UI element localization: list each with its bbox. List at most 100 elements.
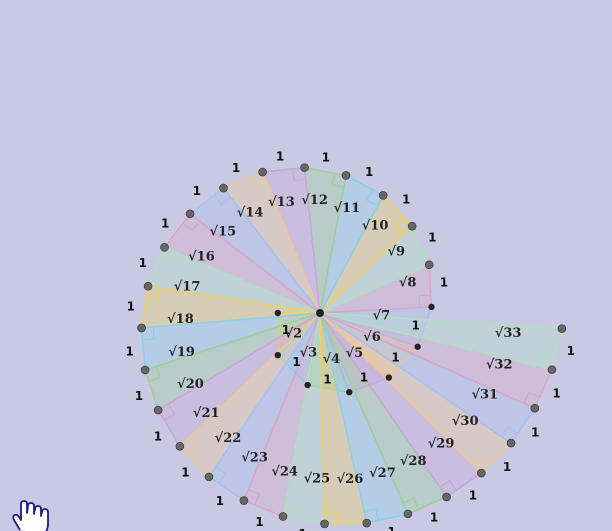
spiral-vertex[interactable] — [547, 365, 557, 374]
spiral-vertex[interactable] — [530, 403, 540, 413]
spiral-vertex[interactable] — [403, 509, 413, 519]
leg-label: 1 — [503, 460, 511, 474]
leg-label: 1 — [276, 149, 284, 163]
spiral-vertex[interactable] — [424, 260, 434, 270]
leg-label: 1 — [365, 165, 373, 179]
hypotenuse-label: √20 — [177, 377, 204, 392]
spiral-vertex[interactable] — [506, 438, 516, 448]
right-angle-mark — [523, 391, 540, 404]
spiral-vertex[interactable] — [153, 405, 163, 415]
spiral-vertex[interactable] — [185, 209, 195, 219]
spiral-vertex[interactable] — [160, 243, 169, 252]
leg-label: 1 — [388, 525, 396, 531]
right-angle-mark — [251, 176, 268, 189]
right-angle-mark — [142, 326, 156, 341]
spiral-vertex[interactable] — [175, 441, 185, 451]
leg-label: 1 — [232, 161, 240, 175]
spiral-vertex[interactable] — [385, 374, 393, 381]
right-angle-mark — [146, 287, 161, 301]
spiral-vertex[interactable] — [442, 492, 451, 502]
right-angle-mark — [412, 253, 425, 270]
hypotenuse-label: √30 — [452, 414, 479, 429]
hypotenuse-label: √28 — [400, 454, 427, 469]
right-angle-mark — [182, 220, 201, 232]
right-angle-mark — [394, 217, 405, 235]
leg-label: 1 — [193, 184, 201, 198]
spiral-vertex[interactable] — [362, 518, 372, 528]
spiral-vertex[interactable] — [341, 171, 351, 180]
spiral-vertex[interactable] — [428, 303, 435, 311]
leg-label: 1 — [411, 319, 419, 333]
spiral-vertex[interactable] — [346, 388, 353, 396]
hypotenuse-label: √21 — [193, 406, 220, 421]
spiral-vertex[interactable] — [320, 519, 329, 529]
right-angle-mark — [213, 194, 232, 206]
hypotenuse-label: √10 — [362, 219, 389, 234]
spiral-vertex[interactable] — [300, 163, 309, 172]
spiral-vertex[interactable] — [278, 512, 288, 521]
hypotenuse-label: √33 — [495, 326, 522, 341]
spiral-vertex[interactable] — [407, 221, 417, 231]
right-angle-mark — [418, 294, 431, 308]
right-angle-mark — [439, 479, 457, 491]
spiral-vertex[interactable] — [304, 381, 311, 389]
hypotenuse-label: √12 — [301, 193, 328, 208]
spiral-vertex[interactable] — [204, 472, 214, 482]
spiral-vertex[interactable] — [274, 352, 281, 359]
right-angle-mark — [472, 455, 491, 466]
right-angle-mark — [159, 251, 176, 264]
leg-label: 1 — [127, 300, 135, 314]
leg-label: 1 — [139, 256, 147, 270]
leg-label: 1 — [430, 511, 438, 525]
leg-label: 1 — [322, 151, 330, 165]
spiral-vertex[interactable] — [143, 281, 153, 291]
leg-label: 1 — [135, 389, 143, 403]
triangle-layer — [140, 166, 563, 525]
hypotenuse-label: √19 — [168, 345, 195, 360]
right-angle-mark — [163, 403, 176, 421]
right-angle-mark — [248, 488, 261, 506]
right-angle-mark-layer — [142, 168, 555, 524]
right-angle-mark — [331, 173, 344, 188]
hypotenuse-label: √24 — [271, 464, 298, 479]
spiral-vertex[interactable] — [414, 343, 421, 350]
right-angle-mark — [215, 466, 227, 484]
hypotenuse-label: √23 — [241, 451, 268, 466]
label-layer: 1√21√31√41√5 1√61√71√81√91√101√111√121√13… — [125, 149, 574, 531]
hypotenuse-label: √22 — [215, 431, 242, 446]
leg-label: 1 — [299, 527, 307, 531]
right-angle-mark — [364, 508, 379, 521]
spiral-vertex[interactable] — [239, 496, 249, 505]
hypotenuse-label: √29 — [428, 436, 455, 451]
spiral-triangle-32 — [319, 312, 563, 371]
spiral-vertex[interactable] — [258, 167, 267, 177]
leg-label: 1 — [216, 494, 224, 508]
hypotenuse-label: √8 — [399, 276, 417, 291]
right-angle-mark — [366, 189, 378, 207]
hypotenuse-label: √11 — [333, 201, 360, 216]
spiral-vertex[interactable] — [477, 468, 486, 478]
leg-label: 1 — [161, 217, 169, 231]
leg-label: 1 — [531, 425, 539, 439]
leg-label: 1 — [282, 323, 290, 337]
leg-label: 1 — [402, 193, 410, 207]
spiral-vertex[interactable] — [557, 324, 567, 333]
hypotenuse-label: √27 — [369, 466, 396, 481]
leg-label: 1 — [567, 344, 575, 358]
spiral-vertex[interactable] — [140, 365, 150, 375]
leg-label: 1 — [440, 275, 448, 289]
right-angle-mark — [285, 504, 298, 519]
spiral-vertex[interactable] — [137, 323, 146, 333]
hand-cursor-icon[interactable] — [12, 500, 49, 531]
leg-label: 1 — [391, 351, 399, 365]
spiral-vertex[interactable] — [274, 309, 281, 317]
hypotenuse-label: √16 — [188, 250, 215, 265]
leg-label: 1 — [469, 489, 477, 503]
right-angle-mark — [500, 425, 519, 437]
spiral-vertex[interactable] — [378, 191, 388, 200]
spiral-vertex[interactable] — [219, 183, 228, 193]
spiral-center-point[interactable] — [316, 309, 324, 317]
hypotenuse-label: √7 — [373, 308, 391, 323]
